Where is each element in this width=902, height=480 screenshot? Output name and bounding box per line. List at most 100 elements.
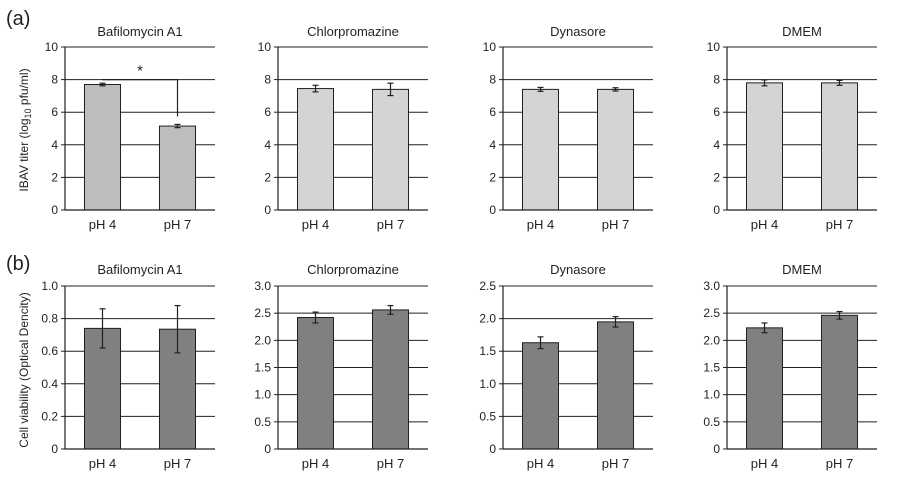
y-tick-label: 0 [264,203,271,217]
y-tick-label: 0 [51,442,58,456]
y-tick-label: 10 [483,40,497,54]
y-tick-label: 8 [51,73,58,87]
category-label: pH 7 [826,456,853,471]
chart-panel: DMEM 0 2 4 6 8 10 pH 4 pH 7 [707,24,877,232]
y-tick-label: 0.6 [41,344,58,358]
chart-title: Bafilomycin A1 [97,24,182,39]
category-label: pH 7 [602,456,629,471]
y-tick-label: 0.5 [254,415,271,429]
y-tick-label: 10 [258,40,272,54]
y-tick-label: 1.0 [703,388,720,402]
bar [597,321,634,450]
y-tick-label: 8 [264,73,271,87]
category-label: pH 7 [826,217,853,232]
chart-panel: Chlorpromazine 0 0.5 1.0 1.5 2.0 2.5 3.0 pH 4 pH … [254,262,428,471]
category-label: pH 4 [89,217,116,232]
y-tick-label: 0.8 [41,312,58,326]
chart-title: Chlorpromazine [307,24,399,39]
y-tick-label: 0.5 [703,415,720,429]
bar [746,82,783,211]
y-tick-label: 4 [51,138,58,152]
y-axis-label-a-text: IBAV titer (log [17,118,31,191]
y-tick-label: 2.5 [703,306,720,320]
y-tick-label: 6 [51,105,58,119]
y-tick-label: 0.4 [41,377,58,391]
y-tick-label: 10 [707,40,721,54]
y-tick-label: 10 [45,40,59,54]
bar [372,88,409,211]
chart-panel: Dynasore 0 0.5 1.0 1.5 2.0 2.5 pH 4 pH 7 [479,262,653,471]
y-tick-label: 2 [489,170,496,184]
y-tick-label: 1.0 [479,377,496,391]
y-tick-label: 6 [713,105,720,119]
y-tick-label: 1.5 [703,361,720,375]
category-label: pH 4 [302,217,329,232]
bar [297,317,334,450]
category-label: pH 7 [602,217,629,232]
category-label: pH 7 [164,217,191,232]
y-tick-label: 1.0 [254,388,271,402]
category-label: pH 4 [751,456,778,471]
y-tick-label: 8 [489,73,496,87]
category-label: pH 4 [527,456,554,471]
y-tick-label: 0 [264,442,271,456]
chart-panel: Chlorpromazine 0 2 4 6 8 10 pH 4 pH 7 [258,24,428,232]
chart-title: DMEM [782,262,822,277]
category-label: pH 7 [377,217,404,232]
y-tick-label: 4 [264,138,271,152]
y-tick-label: 6 [489,105,496,119]
y-tick-label: 0 [713,442,720,456]
y-tick-label: 8 [713,73,720,87]
chart-panel: DMEM 0 0.5 1.0 1.5 2.0 2.5 3.0 pH 4 pH 7 [703,262,877,471]
y-tick-label: 1.0 [41,279,58,293]
chart-title: Dynasore [550,262,606,277]
y-tick-label: 0.2 [41,409,58,423]
y-tick-label: 2.0 [254,333,271,347]
chart-title: Bafilomycin A1 [97,262,182,277]
y-axis-label-a-subscript: 10 [23,108,33,118]
chart-panel: Bafilomycin A1 0 0.2 0.4 0.6 0.8 1.0 pH 4 pH 7 [41,262,215,471]
y-tick-label: 0 [51,203,58,217]
y-tick-label: 1.5 [479,344,496,358]
y-tick-label: 0 [489,442,496,456]
y-tick-label: 4 [713,138,720,152]
bar [372,309,409,450]
bar [597,88,634,211]
y-axis-label-a-unit: pfu/ml) [17,68,31,108]
category-label: pH 4 [302,456,329,471]
chart-panel: Bafilomycin A1 0 2 4 6 8 10 pH 4 pH 7 * [45,24,215,232]
y-tick-label: 4 [489,138,496,152]
y-tick-label: 6 [264,105,271,119]
category-label: pH 7 [377,456,404,471]
y-tick-label: 2 [51,170,58,184]
y-tick-label: 2 [713,170,720,184]
y-tick-label: 1.5 [254,361,271,375]
bar [746,327,783,450]
chart-title: Dynasore [550,24,606,39]
bar [84,83,121,211]
significance-marker: * [137,63,143,80]
y-tick-label: 0 [489,203,496,217]
bar [297,88,334,211]
y-tick-label: 0.5 [479,409,496,423]
bar [522,88,559,211]
category-label: pH 4 [751,217,778,232]
bar [821,82,858,211]
y-tick-label: 3.0 [254,279,271,293]
y-tick-label: 2.5 [254,306,271,320]
chart-title: DMEM [782,24,822,39]
y-tick-label: 2.0 [479,312,496,326]
bar [522,342,559,450]
y-tick-label: 2.0 [703,333,720,347]
y-axis-label-row-a: IBAV titer (log10 pfu/ml) [17,68,33,191]
y-tick-label: 0 [713,203,720,217]
y-tick-label: 3.0 [703,279,720,293]
chart-panel: Dynasore 0 2 4 6 8 10 pH 4 pH 7 [483,24,653,232]
bar [159,125,196,211]
category-label: pH 4 [89,456,116,471]
panel-label-a: (a) [6,8,30,30]
significance-bracket [101,79,179,117]
y-axis-label-b-text: Cell viability (Optical Dencity) [17,292,31,447]
category-label: pH 4 [527,217,554,232]
